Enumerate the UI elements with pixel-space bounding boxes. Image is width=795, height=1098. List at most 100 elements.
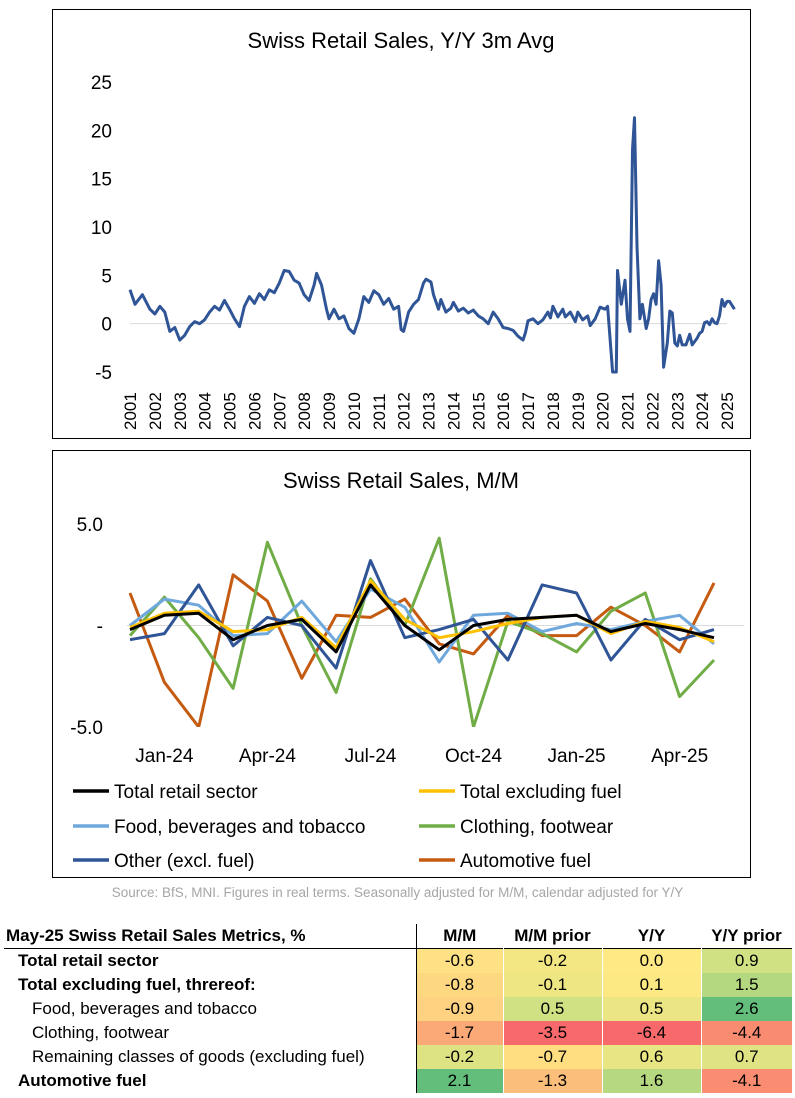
table-row: Clothing, footwear -1.7 -3.5 -6.4 -4.4: [4, 1021, 792, 1045]
value-cell: 2.1: [415, 1069, 503, 1093]
value-cell: -1.3: [502, 1069, 602, 1093]
value-cell: 1.5: [700, 973, 792, 997]
mom-chart-panel: Swiss Retail Sales, M/M 5.0 - -5.0 Jan-24 Apr…: [52, 450, 751, 878]
metrics-header-row: May-25 Swiss Retail Sales Metrics, % M/M…: [4, 924, 792, 949]
value-cell: -0.2: [502, 948, 602, 973]
value-cell: 0.5: [502, 997, 602, 1021]
table-row: Total excluding fuel, threreof: -0.8 -0.1 0…: [4, 973, 792, 997]
x-tick-label: 2022: [643, 392, 662, 430]
column-header: Y/Y: [637, 926, 666, 945]
chart-title: Swiss Retail Sales, M/M: [283, 468, 519, 493]
value-cell: -0.1: [502, 973, 602, 997]
value-cell: -0.2: [415, 1045, 503, 1069]
chart-title: Swiss Retail Sales, Y/Y 3m Avg: [248, 28, 555, 53]
x-tick-label: 2006: [245, 392, 264, 430]
x-tick-label: Apr-24: [239, 746, 296, 767]
value-cell: -0.9: [415, 997, 503, 1021]
series-line: [128, 573, 716, 727]
row-label: Remaining classes of goods (excluding fu…: [32, 1047, 365, 1066]
yoy-chart-panel: Swiss Retail Sales, Y/Y 3m Avg -5 0 5 10 15 20…: [52, 9, 751, 439]
value-cell: -0.7: [502, 1045, 602, 1069]
x-tick-label: 2023: [668, 392, 687, 430]
x-tick-label: 2024: [693, 392, 712, 430]
x-tick-label: 2003: [171, 392, 190, 430]
value-cell: -1.7: [415, 1021, 503, 1045]
row-label: Total retail sector: [18, 951, 159, 970]
y-tick-label: 25: [91, 73, 112, 94]
y-tick-label: 5: [101, 266, 112, 287]
x-tick-label: 2008: [295, 392, 314, 430]
series-line: [128, 116, 736, 374]
x-tick-label: 2013: [420, 392, 439, 430]
value-cell: 0.7: [700, 1045, 792, 1069]
legend-label: Clothing, footwear: [460, 817, 614, 838]
x-tick-label: 2005: [221, 392, 240, 430]
x-tick-label: 2016: [494, 392, 513, 430]
x-tick-label: 2021: [619, 392, 638, 430]
value-cell: 0.9: [700, 948, 792, 973]
y-tick-label: -5: [95, 363, 112, 384]
y-tick-label: 10: [91, 218, 112, 239]
legend-label: Food, beverages and tobacco: [114, 817, 365, 838]
table-row: Food, beverages and tobacco -0.9 0.5 0.5 2.6: [4, 997, 792, 1021]
y-tick-label: 5.0: [77, 515, 103, 536]
x-tick-label: 2002: [146, 392, 165, 430]
value-cell: 0.5: [601, 997, 701, 1021]
legend-label: Automotive fuel: [460, 851, 591, 872]
x-tick-label: 2020: [594, 392, 613, 430]
x-tick-label: Jan-24: [135, 746, 194, 767]
value-cell: -4.4: [700, 1021, 792, 1045]
y-tick-label: 15: [91, 170, 112, 191]
table-row: Total retail sector -0.6 -0.2 0.0 0.9: [4, 948, 792, 973]
table-row: Automotive fuel 2.1 -1.3 1.6 -4.1: [4, 1069, 792, 1093]
legend-label: Total excluding fuel: [460, 782, 622, 803]
column-header: M/M: [415, 924, 503, 949]
x-tick-label: 2015: [469, 392, 488, 430]
x-tick-label: 2001: [121, 392, 140, 430]
legend-label: Total retail sector: [114, 782, 258, 803]
x-tick-label: Apr-25: [651, 746, 708, 767]
x-tick-label: 2007: [270, 392, 289, 430]
x-tick-label: Jul-24: [345, 746, 397, 767]
table-title: May-25 Swiss Retail Sales Metrics, %: [6, 926, 306, 945]
y-tick-label: 20: [91, 121, 112, 142]
x-tick-label: 2014: [444, 392, 463, 430]
x-tick-label: 2025: [718, 392, 737, 430]
y-tick-label: 0: [101, 315, 112, 336]
yoy-chart: Swiss Retail Sales, Y/Y 3m Avg -5 0 5 10 15 20…: [91, 28, 737, 430]
value-cell: -6.4: [601, 1021, 701, 1045]
x-tick-label: 2019: [569, 392, 588, 430]
value-cell: 0.6: [601, 1045, 701, 1069]
x-tick-label: 2012: [395, 392, 414, 430]
value-cell: 1.6: [601, 1069, 701, 1093]
x-tick-label: 2010: [345, 392, 364, 430]
value-cell: 0.0: [601, 948, 701, 973]
x-tick-label: 2018: [544, 392, 563, 430]
row-label: Total excluding fuel, threreof:: [18, 975, 256, 994]
metrics-body: Total retail sector -0.6 -0.2 0.0 0.9 Total e…: [4, 948, 792, 1093]
value-cell: -4.1: [700, 1069, 792, 1093]
row-label: Automotive fuel: [18, 1071, 147, 1090]
x-tick-label: Oct-24: [445, 746, 502, 767]
table-row: Remaining classes of goods (excluding fu…: [4, 1045, 792, 1069]
value-cell: 2.6: [700, 997, 792, 1021]
x-tick-label: 2009: [320, 392, 339, 430]
value-cell: -0.6: [415, 948, 503, 973]
x-tick-label: 2017: [519, 392, 538, 430]
source-note: Source: BfS, MNI. Figures in real terms.…: [111, 885, 684, 900]
row-label: Clothing, footwear: [32, 1023, 170, 1042]
mom-chart: Swiss Retail Sales, M/M 5.0 - -5.0 Jan-24 Apr…: [70, 468, 744, 872]
row-label: Food, beverages and tobacco: [32, 999, 257, 1018]
y-tick-label: -5.0: [70, 718, 103, 739]
value-cell: -0.8: [415, 973, 503, 997]
x-tick-label: Jan-25: [548, 746, 606, 767]
value-cell: -3.5: [502, 1021, 602, 1045]
x-tick-label: 2011: [370, 393, 389, 430]
series-line: [128, 536, 716, 727]
value-cell: 0.1: [601, 973, 701, 997]
series-line: [129, 583, 715, 654]
column-header: Y/Y prior: [711, 926, 782, 945]
y-tick-label: -: [97, 617, 103, 638]
column-header: M/M prior: [514, 926, 591, 945]
metrics-table: May-25 Swiss Retail Sales Metrics, % M/M…: [4, 924, 792, 1093]
